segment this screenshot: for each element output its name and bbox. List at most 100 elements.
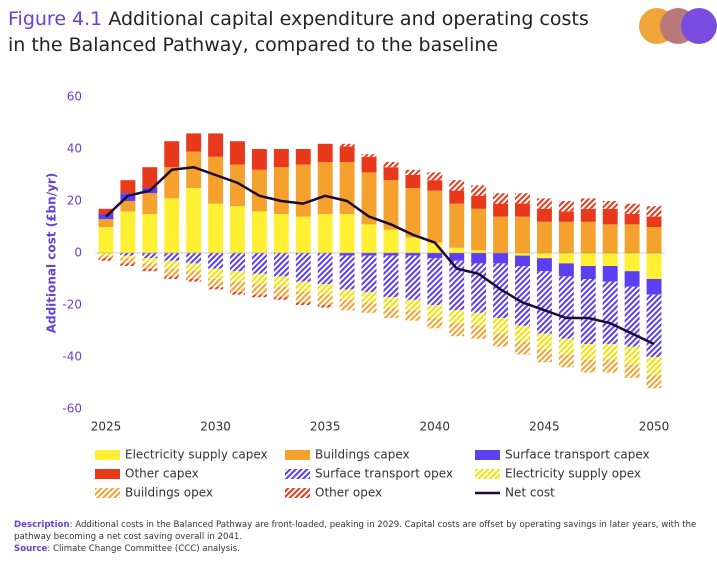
bar-segment [405,169,421,175]
legend-swatch [475,469,500,479]
legend-label: Other opex [315,486,382,500]
bar-segment [405,253,421,256]
bar-segment [361,255,377,292]
bar-segment [230,141,245,165]
bar-segment [624,253,640,272]
bar-segment [624,346,640,365]
bar-segment [339,253,355,256]
bar-segment [208,286,224,290]
bar-segment [405,310,421,321]
bar-segment [339,255,355,290]
bar-segment [449,260,465,311]
legend-swatch [475,450,500,460]
x-tick-label: 2030 [200,420,231,434]
legend-swatch [285,469,310,479]
bar-segment [493,333,509,347]
bar-segment [624,214,640,225]
bar-segment [251,211,267,253]
bar-segment [493,253,509,264]
bar-segment [251,273,267,285]
bar-segment [449,310,465,324]
bar-segment [602,344,618,360]
bar-segment [273,167,289,214]
source-text: : Climate Change Committee (CCC) analysi… [47,544,240,554]
bar-segment [208,253,224,269]
bar-segment [602,359,618,373]
bar-segment [361,302,377,313]
bar-segment [646,294,662,357]
bar-segment [580,344,596,360]
bar-segment [361,156,377,173]
y-tick-label: -60 [62,402,82,416]
bar-segment [295,164,311,217]
bar-segment [317,253,333,285]
bar-segment [580,266,596,279]
bar-segment [98,227,114,253]
bar-segment [295,292,311,303]
bar-segment [536,198,552,209]
bar-segment [98,258,114,261]
bar-segment [624,364,640,378]
bar-segment [427,318,443,329]
bar-segment [536,221,552,253]
x-tick-label: 2040 [420,420,451,434]
bar-segment [536,349,552,363]
bar-segment [427,305,443,318]
bar-segment [515,341,530,355]
bar-segment [273,297,289,300]
bar-segment [339,146,355,162]
bar-segment [251,169,267,212]
bar-segment [230,292,245,295]
bar-segment [646,216,662,227]
bar-segment [646,357,662,376]
bar-segment [602,281,618,344]
bar-segment [493,203,509,217]
bar-segment [230,206,245,253]
bar-segment [142,258,158,264]
bar-segment [383,255,399,298]
bar-segment [120,255,136,259]
bar-segment [273,149,289,168]
bar-segment [515,255,530,266]
bar-segment [251,253,267,274]
bar-segment [317,305,333,308]
bar-segment [471,312,487,326]
y-axis-label: Additional cost (£bn/yr) [45,173,59,334]
bar-segment [471,185,487,196]
y-tick-label: 0 [74,246,82,260]
bar-segment [230,271,245,282]
bar-segment [471,250,487,253]
figure-label: Figure 4.1 [8,8,103,30]
bar-segment [558,354,574,368]
x-tick-label: 2045 [529,420,560,434]
bar-segment [427,190,443,243]
bar-segment [558,221,574,253]
bar-segment [186,188,202,253]
bar-segment [317,214,333,253]
legend-swatch [95,469,120,479]
bar-segment [230,164,245,207]
chart-title: Additional capital expenditure and opera… [8,8,589,56]
bar-segment [273,214,289,253]
bar-segment [383,307,399,318]
bar-segment [186,133,202,152]
bar-segment [295,302,311,305]
bar-segment [580,359,596,373]
legend-label: Other capex [125,467,199,481]
bar-segment [186,279,202,282]
bar-segment [164,167,180,199]
bar-segment [317,143,333,162]
legend-label: Net cost [505,486,555,500]
bar-segment [295,281,311,292]
bar-segment [339,289,355,300]
bar-segment [449,203,465,248]
bar-segment [361,292,377,303]
bar-segment [208,156,224,204]
bar-segment [558,276,574,339]
bar-segment [142,268,158,272]
legend-label: Electricity supply opex [505,467,641,481]
bar-segment [383,167,399,181]
bar-segment [405,237,421,253]
bar-segment [120,201,136,212]
y-tick-label: 20 [67,194,82,208]
